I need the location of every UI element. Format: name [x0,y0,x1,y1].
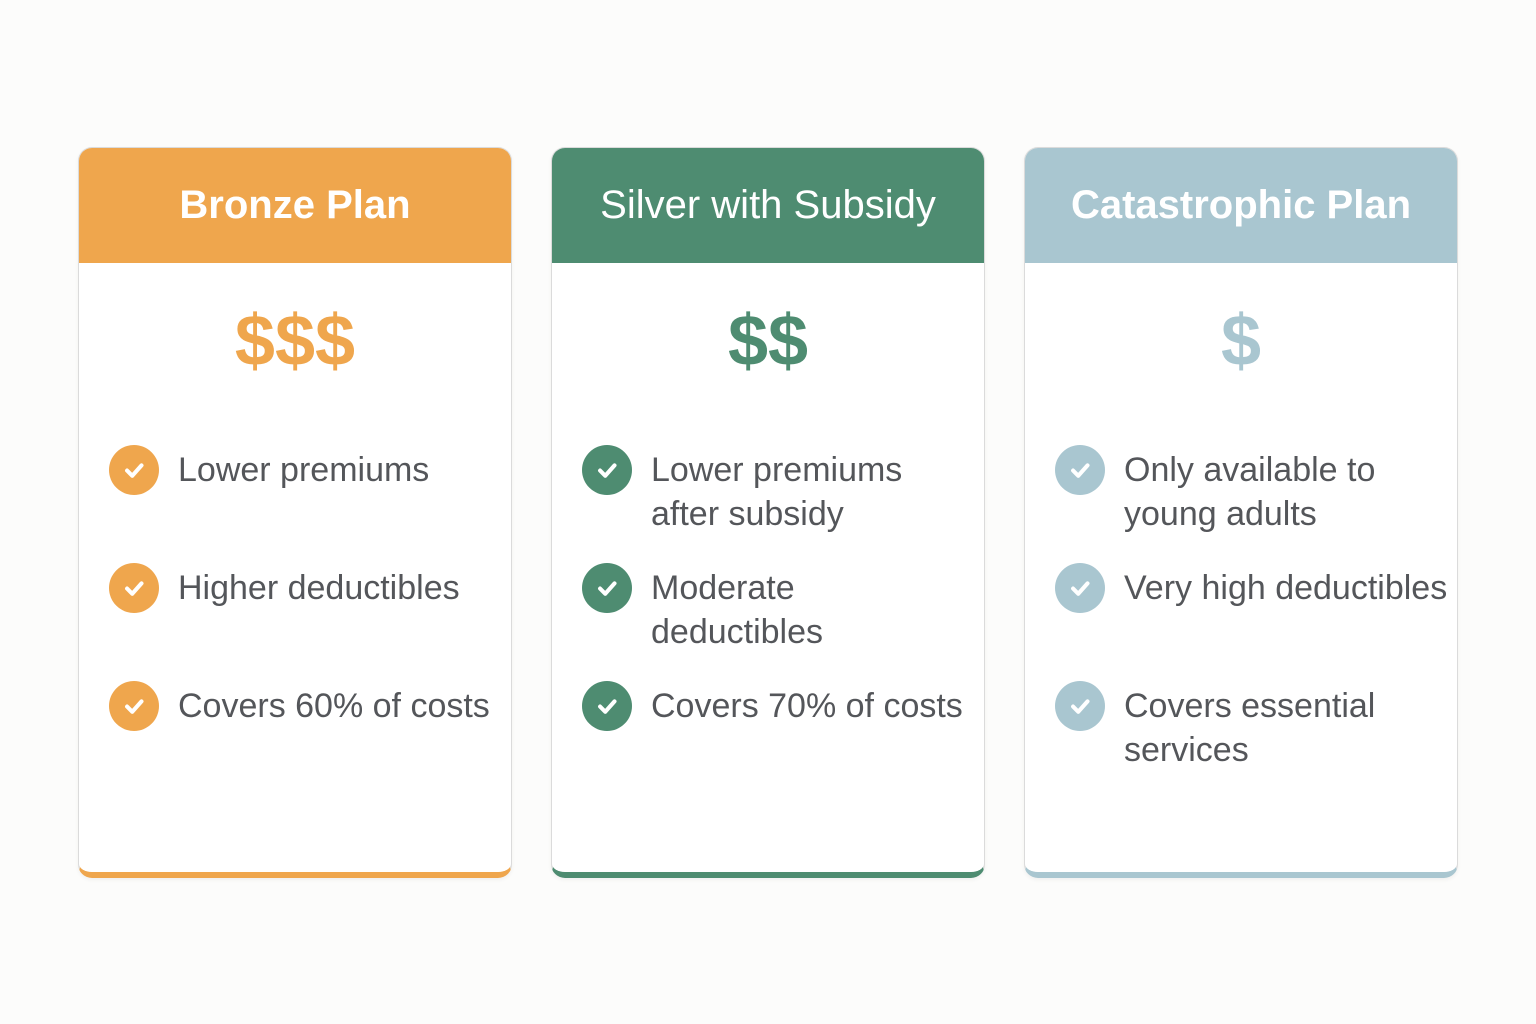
check-icon [582,445,632,495]
plan-card-silver: Silver with Subsidy $$ Lower premiums af… [551,147,985,878]
list-item: Very high deductibles [1055,563,1449,681]
plan-body: $ Only available to young adults Very hi… [1025,263,1457,872]
list-item: Lower premiums after subsidy [582,445,976,563]
list-item: Lower premiums [109,445,503,563]
plan-card-bronze: Bronze Plan $$$ Lower premiums Higher de… [78,147,512,878]
feature-text: Only available to young adults [1124,451,1376,533]
check-icon [582,681,632,731]
check-icon [109,681,159,731]
list-item: Moderate deductibles [582,563,976,681]
feature-text: Higher deductibles [178,569,460,607]
plan-title: Catastrophic Plan [1070,183,1412,227]
plan-title: Bronze Plan [179,183,411,227]
plan-body: $$ Lower premiums after subsidy Moderate… [552,263,984,872]
check-icon [1055,445,1105,495]
feature-text: Lower premiums after subsidy [651,451,903,533]
check-icon [582,563,632,613]
feature-text: Covers essential services [1124,687,1376,769]
feature-text: Covers 70% of costs [651,687,963,725]
plan-card-catastrophic: Catastrophic Plan $ Only available to yo… [1024,147,1458,878]
cost-indicator: $$$ [234,301,356,381]
check-icon [1055,563,1105,613]
plan-header: Catastrophic Plan [1025,148,1457,263]
plan-comparison: Bronze Plan $$$ Lower premiums Higher de… [78,147,1458,878]
check-icon [109,563,159,613]
feature-list: Lower premiums after subsidy Moderate de… [552,445,984,799]
list-item: Higher deductibles [109,563,503,681]
cost-indicator: $ [1220,301,1262,381]
plan-body: $$$ Lower premiums Higher deductibles [79,263,511,872]
list-item: Only available to young adults [1055,445,1449,563]
list-item: Covers 60% of costs [109,681,503,799]
feature-list: Lower premiums Higher deductibles Covers… [79,445,511,799]
list-item: Covers essential services [1055,681,1449,799]
feature-text: Very high deductibles [1124,569,1448,607]
feature-list: Only available to young adults Very high… [1025,445,1457,799]
feature-text: Moderate deductibles [651,569,824,651]
cost-indicator: $$ [727,301,809,381]
plan-header: Silver with Subsidy [552,148,984,263]
plan-header: Bronze Plan [79,148,511,263]
feature-text: Lower premiums [178,451,430,489]
plan-title: Silver with Subsidy [600,183,936,227]
list-item: Covers 70% of costs [582,681,976,799]
check-icon [1055,681,1105,731]
feature-text: Covers 60% of costs [178,687,490,725]
check-icon [109,445,159,495]
